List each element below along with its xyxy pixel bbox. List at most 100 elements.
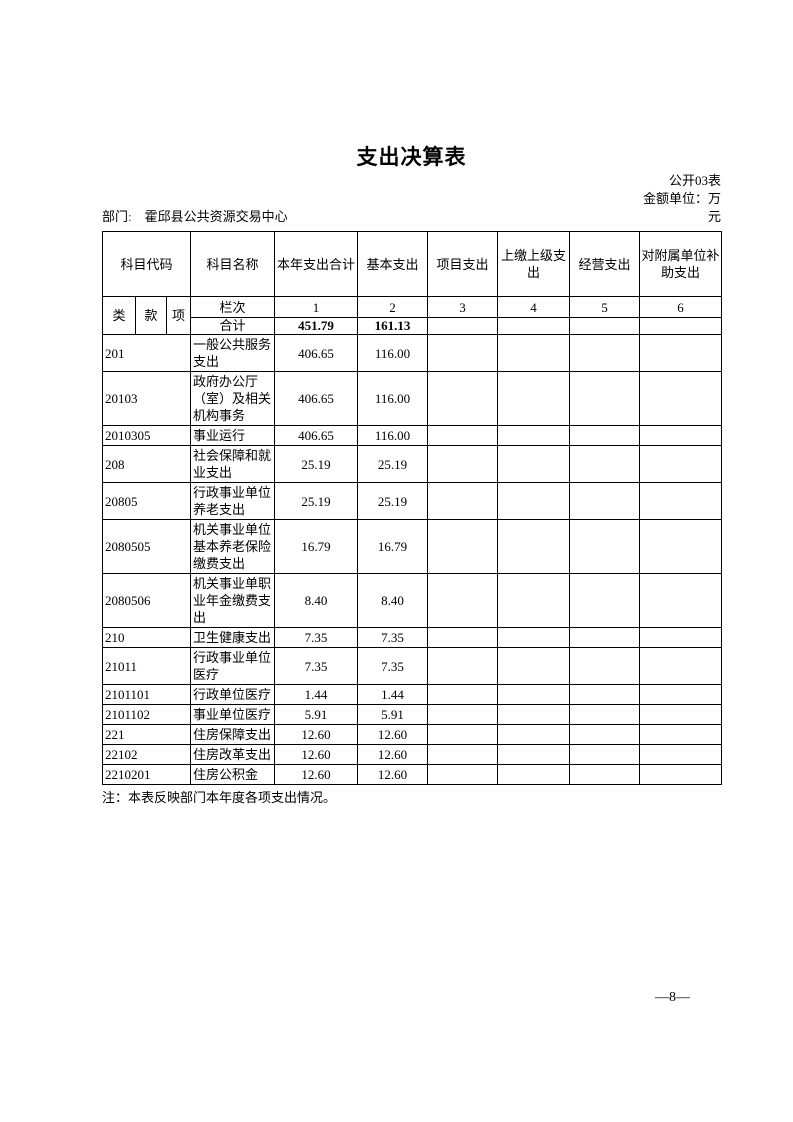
table-row: 221 住房保障支出 12.60 12.60 (101, 724, 723, 745)
basic-expenditure-cell: 1.44 (357, 684, 429, 705)
operating-expenditure-cell (569, 684, 641, 705)
sub-header-class: 类 (102, 296, 136, 335)
table-note: 注：本表反映部门本年度各项支出情况。 (102, 790, 337, 805)
total-expenditure-cell: 406.65 (274, 425, 359, 446)
total-expenditure-cell: 25.19 (274, 445, 359, 483)
subsidy-expenditure-cell (639, 724, 723, 745)
department-label: 部门 (102, 209, 129, 224)
total-expenditure-cell: 25.19 (274, 482, 359, 520)
operating-expenditure-cell (569, 334, 641, 372)
subject-name-cell: 事业运行 (190, 425, 276, 446)
operating-expenditure-cell (569, 627, 641, 648)
subject-code-cell: 210 (101, 627, 192, 648)
table-row: 2101101 行政单位医疗 1.44 1.44 (101, 684, 723, 705)
subsidy-expenditure-cell (639, 647, 723, 685)
subject-name-cell: 政府办公厅（室）及相关机构事务 (190, 371, 276, 426)
subject-code-cell: 2101102 (101, 704, 192, 725)
subject-name-cell: 机关事业单职业年金缴费支出 (190, 573, 276, 628)
subject-name-cell: 社会保障和就业支出 (190, 445, 276, 483)
header-project-expenditure: 项目支出 (427, 231, 499, 297)
subject-code-cell: 20805 (101, 482, 192, 520)
operating-expenditure-cell (569, 425, 641, 446)
sub-header-section: 款 (135, 296, 167, 335)
upturn-expenditure-cell (497, 445, 571, 483)
operating-expenditure-cell (569, 482, 641, 520)
table-body: 科目代码 科目名称 本年支出合计 基本支出 项目支出 上缴上级支出 经营支出 对… (101, 231, 723, 785)
sub-header-item: 项 (165, 296, 192, 335)
subject-code-cell: 20103 (101, 371, 192, 426)
basic-expenditure-cell: 116.00 (357, 371, 429, 426)
page-title: 支出决算表 (356, 146, 467, 169)
operating-expenditure-cell (569, 371, 641, 426)
subject-code-cell: 208 (101, 445, 192, 483)
subsidy-expenditure-cell (639, 371, 723, 426)
department-colon: : (128, 209, 132, 224)
subsidy-expenditure-cell (639, 425, 723, 446)
operating-expenditure-cell (569, 744, 641, 765)
upturn-expenditure-cell (497, 627, 571, 648)
total-expenditure-cell: 1.44 (274, 684, 359, 705)
subject-name-cell: 机关事业单位基本养老保险缴费支出 (190, 519, 276, 574)
subsidy-expenditure-cell (639, 744, 723, 765)
subject-name-cell: 一般公共服务支出 (190, 334, 276, 372)
page-number: —8— (655, 990, 690, 1005)
amount-unit-line1: 金额单位：万 (642, 191, 721, 206)
column-number-2: 2 (357, 296, 429, 318)
subsidy-expenditure-cell (639, 573, 723, 628)
table-row: 2010305 事业运行 406.65 116.00 (101, 425, 723, 446)
project-expenditure-cell (427, 724, 499, 745)
subsidy-expenditure-cell (639, 334, 723, 372)
subject-code-cell: 2010305 (101, 425, 192, 446)
subject-name-cell: 卫生健康支出 (190, 627, 276, 648)
basic-expenditure-cell: 7.35 (357, 627, 429, 648)
upturn-expenditure-cell (497, 647, 571, 685)
total-row-subsidy-cell (639, 317, 723, 335)
subject-code-cell: 2210201 (101, 764, 192, 785)
basic-expenditure-cell: 12.60 (357, 744, 429, 765)
total-expenditure-cell: 12.60 (274, 744, 359, 765)
department-line: 部门: 霍邱县公共资源交易中心 (102, 208, 721, 226)
project-expenditure-cell (427, 627, 499, 648)
table-row: 210 卫生健康支出 7.35 7.35 (101, 627, 723, 648)
column-number-5: 5 (569, 296, 641, 318)
basic-expenditure-cell: 12.60 (357, 724, 429, 745)
upturn-expenditure-cell (497, 519, 571, 574)
total-row-project-cell (427, 317, 499, 335)
table-meta: 公开03表 金额单位：万 元 (102, 172, 721, 226)
header-total-expenditure: 本年支出合计 (274, 231, 359, 297)
subject-name-cell: 行政事业单位养老支出 (190, 482, 276, 520)
total-expenditure-cell: 5.91 (274, 704, 359, 725)
basic-expenditure-cell: 7.35 (357, 647, 429, 685)
subsidy-expenditure-cell (639, 704, 723, 725)
upturn-expenditure-cell (497, 573, 571, 628)
subject-code-cell: 2080506 (101, 573, 192, 628)
table-row: 20805 行政事业单位养老支出 25.19 25.19 (101, 482, 723, 520)
subject-code-cell: 221 (101, 724, 192, 745)
upturn-expenditure-cell (497, 704, 571, 725)
project-expenditure-cell (427, 482, 499, 520)
table-row: 2210201 住房公积金 12.60 12.60 (101, 764, 723, 785)
basic-expenditure-cell: 25.19 (357, 482, 429, 520)
total-expenditure-cell: 7.35 (274, 647, 359, 685)
column-index-row: 类 款 项 栏次 1 2 3 4 5 6 (102, 296, 723, 335)
subject-name-cell: 住房保障支出 (190, 724, 276, 745)
operating-expenditure-cell (569, 764, 641, 785)
total-expenditure-cell: 7.35 (274, 627, 359, 648)
operating-expenditure-cell (569, 724, 641, 745)
total-expenditure-cell: 406.65 (274, 371, 359, 426)
subject-name-cell: 住房公积金 (190, 764, 276, 785)
operating-expenditure-cell (569, 704, 641, 725)
operating-expenditure-cell (569, 573, 641, 628)
subject-code-cell: 2080505 (101, 519, 192, 574)
header-subsidy-expenditure: 对附属单位补助支出 (639, 231, 723, 297)
subject-code-cell: 201 (101, 334, 192, 372)
project-expenditure-cell (427, 445, 499, 483)
subsidy-expenditure-cell (639, 627, 723, 648)
upturn-expenditure-cell (497, 334, 571, 372)
department-name: 霍邱县公共资源交易中心 (144, 209, 288, 224)
total-row-operating-cell (569, 317, 641, 335)
upturn-expenditure-cell (497, 425, 571, 446)
upturn-expenditure-cell (497, 724, 571, 745)
subsidy-expenditure-cell (639, 684, 723, 705)
header-operating-expenditure: 经营支出 (569, 231, 641, 297)
